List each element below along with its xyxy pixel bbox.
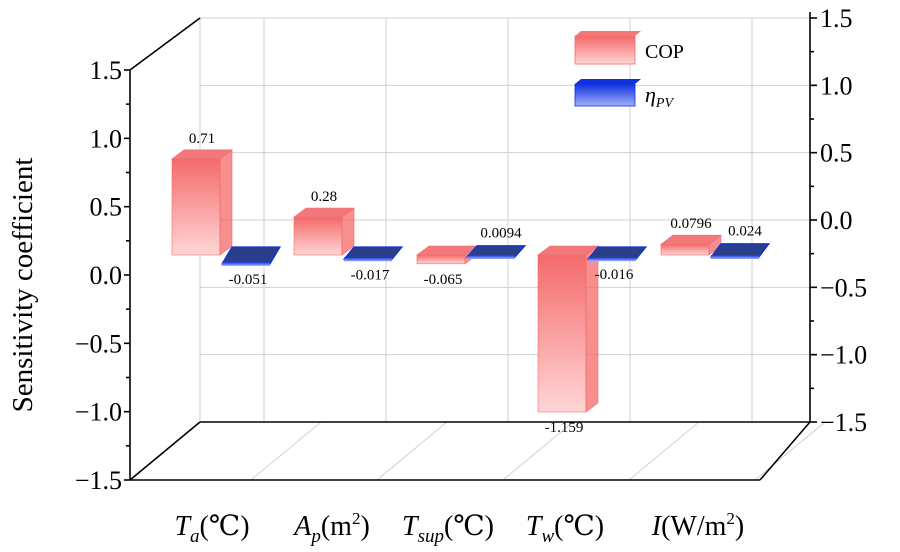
legend-swatch-etapv [574,83,636,107]
bar-etapv-i [709,243,771,259]
x-tick-main: T [174,511,192,542]
x-tick-unit-end: ) [735,511,744,542]
axes-layer [124,12,817,481]
data-label-cop: -0.065 [424,272,463,288]
x-tick-unit-sup: 2 [726,509,735,528]
bar-top-face [220,246,282,265]
bar-side-face [585,245,599,413]
floor-grid-line [628,421,700,481]
left-tick-label: 1.0 [90,124,123,153]
bar-side-face [341,207,355,256]
x-tick-unit: (m [321,511,352,542]
y-axis-label: Sensitivity coefficient [7,158,39,413]
bars-layer [171,149,771,413]
left-tick-label: 1.5 [90,56,123,85]
floor-right-edge [759,421,811,481]
x-tick-subscript: w [541,526,554,547]
left-top-edge [129,17,201,71]
data-label-etapv: -0.017 [351,267,390,283]
floor-grid-line [250,421,322,481]
legend-label-etapv: ηPV [645,82,674,111]
x-tick-main: A [292,511,312,542]
x-tick-unit: (W/m [661,511,727,542]
bar-front-face [660,243,710,256]
bar-cop-i [660,234,722,256]
bar-cop-ap [293,207,355,256]
data-label-cop: 0.28 [311,189,337,205]
bar-cop-ta [171,149,233,256]
x-tick-label-tsup: Tsup(℃) [402,511,494,547]
x-tick-subscript: sup [418,526,444,547]
legend-pv-sub: PV [655,96,675,111]
x-tick-subscript: a [190,526,200,547]
right-tick-label: 0.5 [820,139,853,168]
right-tick-label: −0.5 [820,273,867,302]
data-label-etapv: 0.0094 [480,226,522,242]
bar-side-face [219,149,233,256]
floor-grid-line [502,421,574,481]
legend-swatch-etapv-top [575,79,641,84]
legend-eta: η [645,82,656,107]
legend-swatch-cop-top [575,31,641,36]
left-tick-label: 0.5 [90,193,123,222]
data-label-cop: 0.0796 [670,216,712,232]
bar-front-face [171,158,221,256]
right-tick-label: −1.0 [820,341,867,370]
x-tick-label-ap: Ap(m2) [292,509,370,547]
bar-front-face [588,257,636,262]
bar-front-face [467,255,515,259]
right-tick-label: −1.5 [820,408,867,437]
labels-layer: 1.5 1.0 0.5 0.0 −0.5 −1.0 −1.5 1.5 1.0 0.5 0.0 −0.5… [75,4,867,547]
grid-layer [199,17,826,481]
bar-front-face [222,261,270,266]
floor-grid-line [754,421,826,481]
right-tick-label: 1.0 [820,71,853,100]
bar-cop-tsup [416,245,478,265]
x-tick-unit-end: ) [360,511,369,542]
bar-etapv-tsup [465,245,527,259]
bar-front-face [416,254,466,265]
data-label-cop: 0.71 [189,131,215,147]
x-tick-unit: (℃) [444,511,494,542]
bar-etapv-ta [220,246,282,266]
x-tick-main: T [526,511,544,542]
x-tick-label-ta: Ta(℃) [174,511,249,547]
bar-front-face [537,254,587,413]
bar-etapv-tw [586,246,648,262]
x-tick-main: I [651,511,663,542]
data-label-cop: -1.159 [545,420,584,436]
floor-grid-line [376,421,448,481]
bar-cop-tw [537,245,599,413]
x-tick-label-i: I(W/m2) [651,509,744,542]
data-label-etapv: 0.024 [728,224,762,240]
right-tick-label: 1.5 [820,4,853,33]
x-tick-unit: (℃) [200,511,250,542]
bar-front-face [711,255,759,259]
bar-front-face [344,257,392,262]
bar-etapv-ap [342,246,404,262]
left-tick-label: −0.5 [75,329,122,358]
bar-front-face [293,216,343,256]
floor-left-edge [129,421,201,481]
x-tick-main: T [402,511,420,542]
x-tick-label-tw: Tw(℃) [526,511,604,547]
left-tick-label: 0.0 [90,261,123,290]
legend: COP ηPV [574,31,684,111]
data-label-etapv: -0.051 [229,272,268,288]
legend-label-cop: COP [645,41,684,63]
left-tick-label: −1.5 [75,466,122,495]
x-tick-unit-sup: 2 [352,509,361,528]
x-tick-unit: (℃) [554,511,604,542]
data-label-etapv: -0.016 [595,267,634,283]
x-tick-subscript: p [309,526,321,547]
left-tick-label: −1.0 [75,398,122,427]
legend-swatch-cop [574,35,636,65]
right-tick-label: 0.0 [820,206,853,235]
